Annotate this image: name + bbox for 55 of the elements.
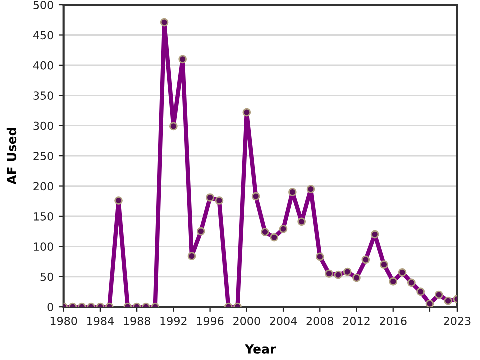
y-axis-title: AF Used xyxy=(6,128,17,185)
x-tick-label: 2012 xyxy=(343,317,370,326)
point xyxy=(270,233,279,242)
y-tick-label: 400 xyxy=(33,61,54,70)
point xyxy=(160,18,169,27)
point xyxy=(325,270,334,278)
y-tick-label: 500 xyxy=(34,1,54,10)
y-tick-label: 200 xyxy=(34,182,54,191)
point xyxy=(380,260,388,269)
y-tick-label: 350 xyxy=(34,92,54,100)
point xyxy=(242,108,252,117)
point xyxy=(398,268,407,277)
x-tick-label: 2008 xyxy=(306,317,334,326)
point xyxy=(298,218,306,226)
point xyxy=(196,227,206,236)
point xyxy=(188,252,196,261)
point xyxy=(343,268,352,276)
point xyxy=(426,300,434,308)
x-tick-label: 1992 xyxy=(160,317,187,326)
x-tick-label: 2000 xyxy=(234,317,260,326)
y-tick-label: 450 xyxy=(33,31,54,40)
x-tick-label: 2023 xyxy=(444,317,471,326)
point xyxy=(408,278,416,288)
point xyxy=(206,194,214,202)
x-tick-label: 1980 xyxy=(50,317,78,326)
point xyxy=(352,274,361,282)
point xyxy=(334,270,343,280)
x-tick-label: 1988 xyxy=(124,317,150,326)
point xyxy=(261,228,270,236)
point xyxy=(288,188,297,196)
point xyxy=(444,296,452,306)
x-axis-title: Year xyxy=(245,344,276,354)
y-tick-label: 0 xyxy=(48,303,54,312)
point xyxy=(389,278,398,286)
y-tick-label: 150 xyxy=(34,212,54,221)
point xyxy=(178,55,187,64)
x-tick-label: 1984 xyxy=(88,317,114,326)
point xyxy=(370,230,380,239)
y-tick-label: 100 xyxy=(34,242,54,252)
point xyxy=(316,252,324,262)
x-tick-label: 2016 xyxy=(380,317,407,326)
y-tick-label: 50 xyxy=(40,272,54,282)
x-tick-label: 1996 xyxy=(197,317,224,326)
y-tick-label: 250 xyxy=(34,152,54,160)
point xyxy=(215,196,224,205)
point xyxy=(252,192,260,201)
point xyxy=(170,122,178,131)
point xyxy=(416,288,425,296)
y-tick-label: 300 xyxy=(34,122,54,130)
point xyxy=(279,224,288,234)
point xyxy=(362,256,370,264)
point xyxy=(306,185,316,194)
point xyxy=(114,196,123,205)
x-tick-label: 2004 xyxy=(270,317,298,326)
point xyxy=(434,290,444,300)
